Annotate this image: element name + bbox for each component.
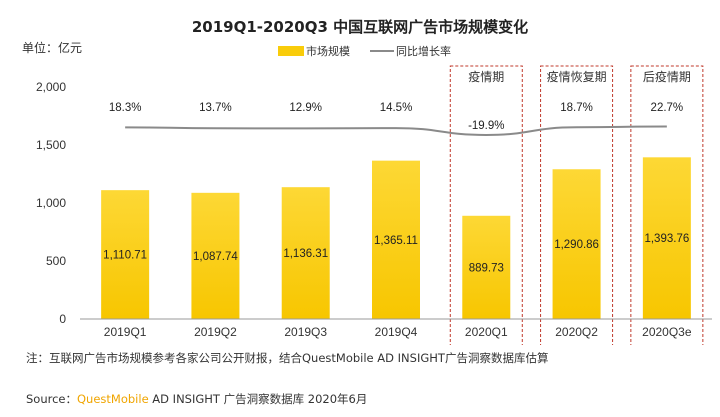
annotation-box <box>540 65 614 345</box>
y-tick-label: 1,000 <box>36 196 66 210</box>
chart-title: 2019Q1-2020Q3 中国互联网广告市场规模变化 <box>192 18 528 36</box>
y-tick-label: 0 <box>59 312 66 326</box>
annotation-label: 疫情恢复期 <box>547 69 607 84</box>
x-tick-label: 2020Q1 <box>465 325 508 339</box>
legend-label-line: 同比增长率 <box>396 44 451 58</box>
source-prefix: Source： <box>26 392 77 406</box>
annotation-label: 后疫情期 <box>643 69 691 84</box>
bar <box>372 160 420 319</box>
source-rest: AD INSIGHT 广告洞察数据库 2020年6月 <box>148 392 368 406</box>
legend: 市场规模 同比增长率 <box>278 44 451 58</box>
bar-value-label: 1,087.74 <box>193 251 238 263</box>
growth-value-label: 12.9% <box>289 102 322 114</box>
growth-value-label: -19.9% <box>468 120 504 132</box>
annotation-box <box>449 65 523 345</box>
bar-series: 1,110.71 1,087.74 1,136.31 1,365.11 889.73 1,… <box>101 157 691 319</box>
bar-value-label: 1,290.86 <box>554 239 599 251</box>
bar <box>191 192 240 319</box>
bar <box>281 187 330 319</box>
growth-line-series: 18.3% 13.7% 12.9% 14.5% -19.9% 18.7% 22.7% <box>109 102 684 136</box>
source-brand: QuestMobile <box>77 392 149 406</box>
unit-label: 单位：亿元 <box>22 40 82 55</box>
bar-value-label: 1,110.71 <box>103 250 147 262</box>
bar-value-label: 1,393.76 <box>644 233 689 245</box>
x-tick-label: 2020Q3e <box>642 325 692 339</box>
bar-value-label: 1,365.11 <box>374 235 418 247</box>
y-tick-label: 1,500 <box>36 138 66 152</box>
growth-value-label: 18.7% <box>560 102 593 114</box>
x-tick-label: 2019Q2 <box>194 325 237 339</box>
bar <box>101 190 150 319</box>
period-annotations: 疫情期 疫情恢复期 后疫情期 <box>449 65 704 345</box>
bar <box>552 169 601 319</box>
x-tick-label: 2019Q1 <box>104 325 147 339</box>
x-tick-label: 2019Q4 <box>375 325 418 339</box>
annotation-label: 疫情期 <box>468 69 504 84</box>
footnote: 注：互联网广告市场规模参考各家公司公开财报，结合QuestMobile AD I… <box>26 351 549 365</box>
y-axis: 0 500 1,000 1,500 2,000 <box>36 80 66 326</box>
y-tick-label: 2,000 <box>36 80 66 94</box>
x-tick-label: 2019Q3 <box>284 325 327 339</box>
y-tick-label: 500 <box>46 254 66 268</box>
growth-value-label: 22.7% <box>651 102 684 114</box>
growth-value-label: 13.7% <box>199 102 232 114</box>
x-tick-label: 2020Q2 <box>555 325 598 339</box>
bar-value-label: 1,136.31 <box>283 248 328 260</box>
growth-line <box>125 125 667 136</box>
legend-label-bar: 市场规模 <box>306 44 350 58</box>
growth-value-label: 18.3% <box>109 102 142 114</box>
legend-swatch-bar <box>278 46 304 56</box>
bar <box>642 157 691 319</box>
market-size-chart: 2019Q1-2020Q3 中国互联网广告市场规模变化 单位：亿元 市场规模 同… <box>22 18 712 345</box>
bar-value-label: 889.73 <box>469 262 504 274</box>
bar <box>462 215 511 319</box>
annotation-box <box>630 65 704 345</box>
source-line: Source：QuestMobile AD INSIGHT 广告洞察数据库 20… <box>26 391 367 407</box>
growth-value-label: 14.5% <box>380 102 413 114</box>
x-axis: 2019Q1 2019Q2 2019Q3 2019Q4 2020Q1 2020Q2 2020… <box>80 318 712 339</box>
